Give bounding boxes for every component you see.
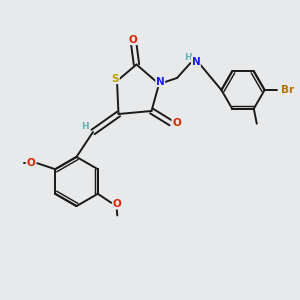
Text: O: O bbox=[26, 158, 35, 168]
Text: H: H bbox=[81, 122, 88, 131]
Text: Br: Br bbox=[281, 85, 295, 95]
Text: S: S bbox=[112, 74, 119, 84]
Text: O: O bbox=[113, 199, 122, 209]
Text: O: O bbox=[172, 118, 181, 128]
Text: N: N bbox=[156, 76, 165, 87]
Text: N: N bbox=[191, 57, 200, 67]
Text: O: O bbox=[128, 34, 137, 45]
Text: H: H bbox=[184, 52, 192, 62]
